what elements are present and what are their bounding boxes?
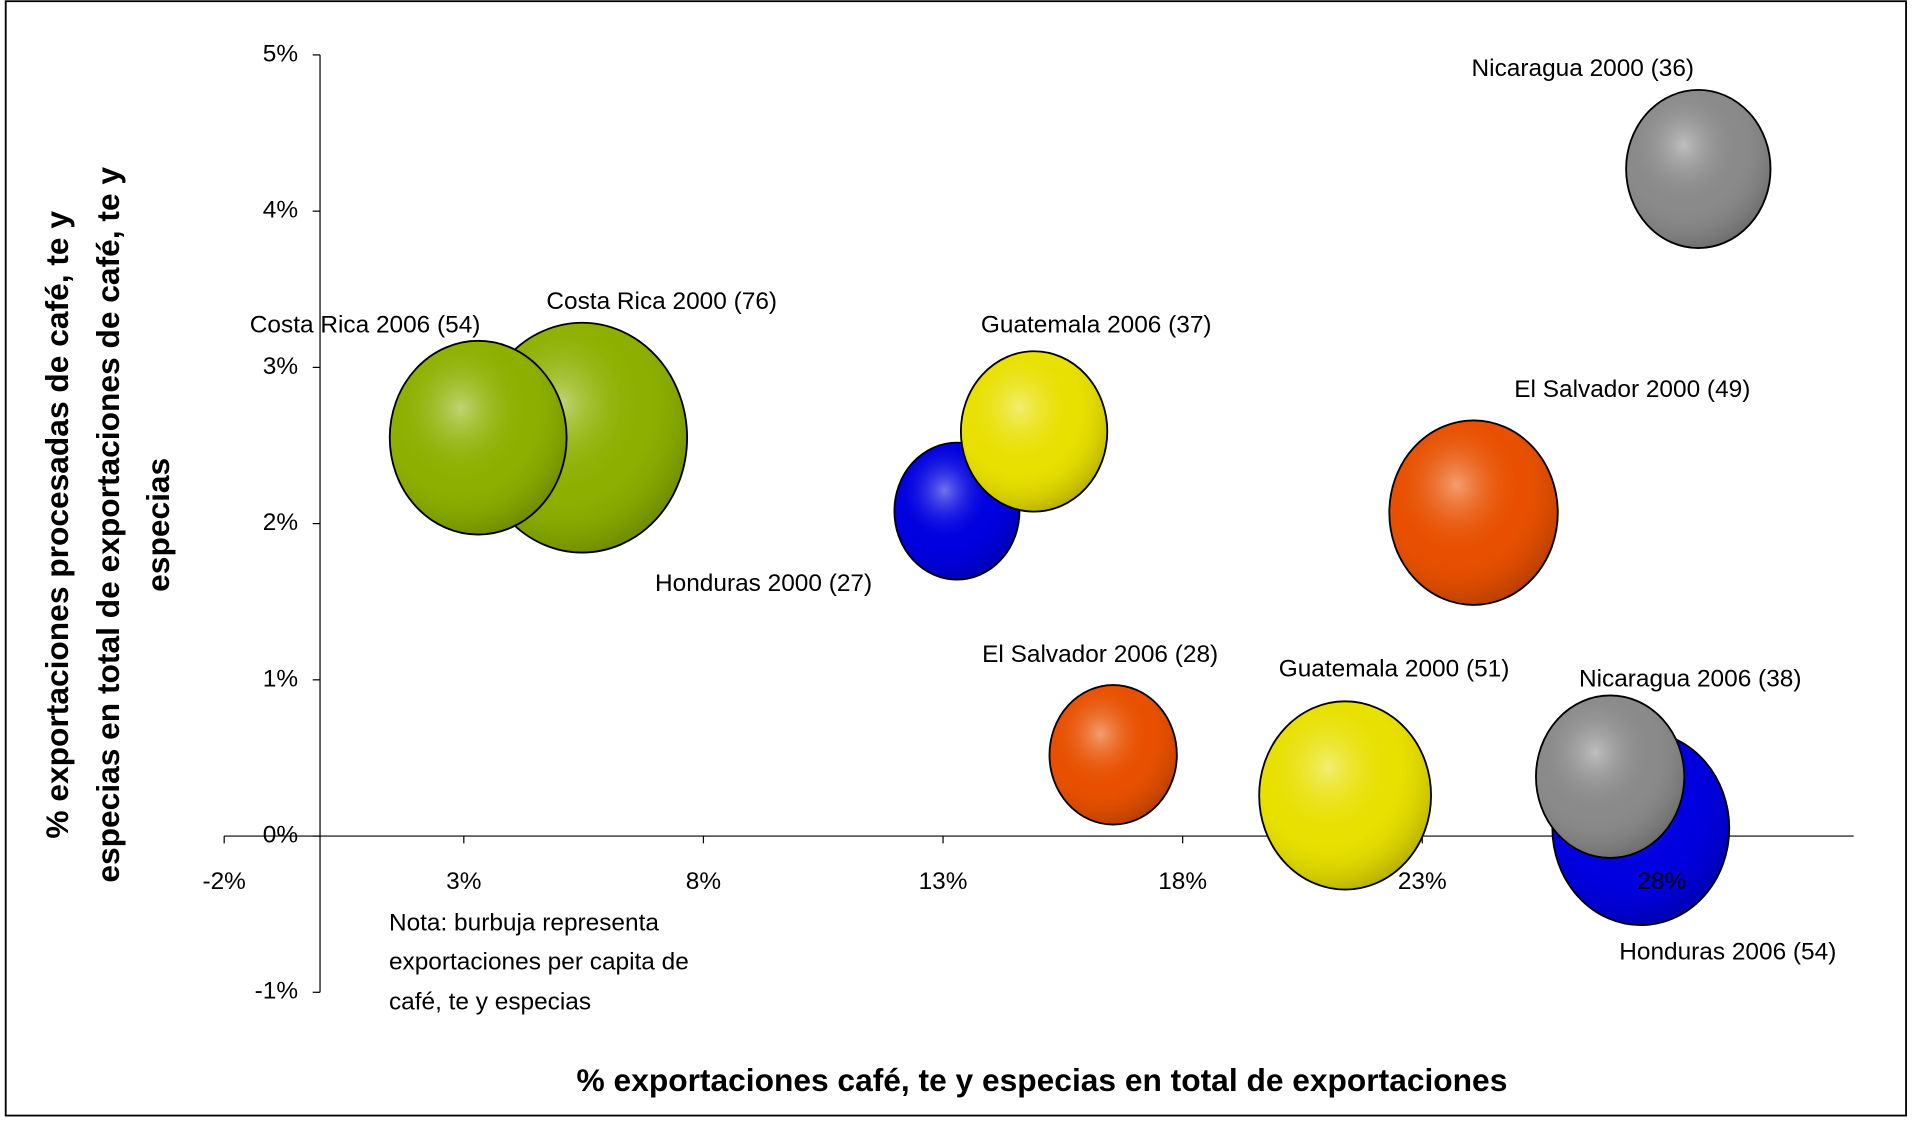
y-axis-title: % exportaciones procesadas de café, te y…	[39, 167, 176, 883]
bubble-label: Nicaragua 2000 (36)	[1472, 55, 1695, 82]
note: Nota: burbuja representa	[389, 909, 659, 936]
bubble-label: Honduras 2006 (54)	[1619, 939, 1836, 966]
y-tick-label: -1%	[255, 978, 298, 1005]
bubble-shade	[1258, 700, 1432, 891]
note: café, te y especias	[389, 989, 591, 1016]
x-tick-label: 13%	[919, 868, 968, 895]
bubble-shade	[1535, 694, 1686, 859]
y-tick-label: 5%	[263, 40, 298, 67]
x-tick-label: 28%	[1637, 868, 1686, 895]
y-axis-title-line: especias	[140, 458, 176, 592]
x-tick-label: -2%	[202, 868, 245, 895]
y-tick-label: 0%	[263, 822, 298, 849]
bubble-shade	[388, 339, 568, 536]
bubble-label: Costa Rica 2006 (54)	[250, 311, 481, 338]
y-axis-title-line: % exportaciones procesadas de café, te y	[39, 211, 75, 839]
bubble-shade	[1048, 684, 1178, 826]
bubble-label: Nicaragua 2006 (38)	[1579, 665, 1802, 692]
x-tick-label: 8%	[686, 868, 721, 895]
bubble-label: Guatemala 2000 (51)	[1279, 656, 1510, 683]
bubble-shade	[959, 350, 1109, 513]
y-tick-label: 2%	[263, 509, 298, 536]
x-tick-label: 3%	[446, 868, 481, 895]
x-tick-label: 18%	[1158, 868, 1207, 895]
bubble-label: Guatemala 2006 (37)	[981, 311, 1212, 338]
bubble-shade	[1388, 419, 1559, 606]
y-tick-label: 4%	[263, 197, 298, 224]
bubble-label: El Salvador 2006 (28)	[982, 641, 1218, 668]
y-axis-title-line: especias en total de exportaciones de ca…	[90, 167, 126, 883]
bubble-label: El Salvador 2000 (49)	[1514, 376, 1750, 403]
x-tick-label: 23%	[1398, 868, 1447, 895]
bubble-label: Costa Rica 2000 (76)	[546, 288, 777, 315]
y-tick-label: 1%	[263, 665, 298, 692]
note: exportaciones per capita de	[389, 948, 689, 975]
bubble-label: Honduras 2000 (27)	[655, 570, 872, 597]
x-axis-title: % exportaciones café, te y especias en t…	[577, 1062, 1508, 1098]
bubble-shade	[1625, 88, 1772, 249]
y-tick-label: 3%	[263, 353, 298, 380]
